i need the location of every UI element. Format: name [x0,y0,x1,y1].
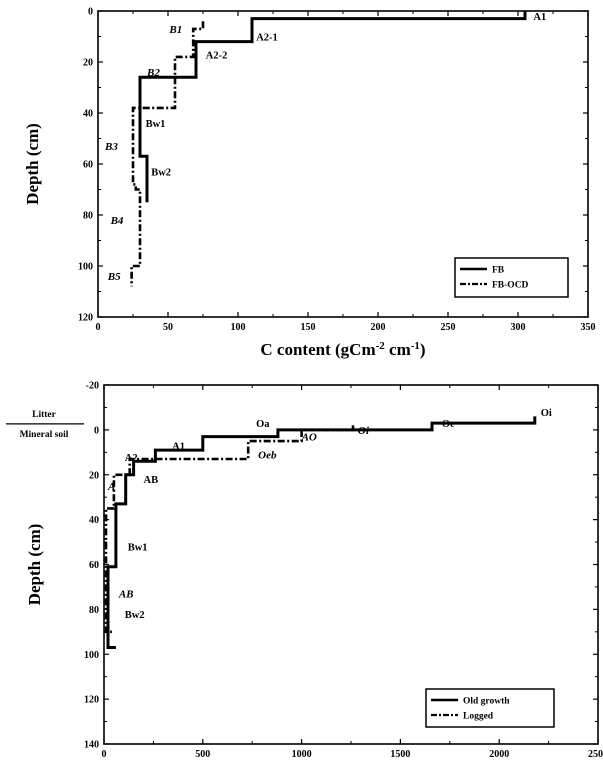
y-tick-label: 40 [89,515,99,526]
horizon-label: A [107,481,115,493]
x-axis-label-part: ) [420,340,426,359]
horizon-label: AB [144,475,159,486]
y-tick-label: -20 [86,381,99,392]
series-line-logged [104,425,355,634]
legend-entry: FB-OCD [492,281,529,291]
x-tick-label: 0 [96,322,101,333]
horizon-label: A1 [172,442,185,453]
y-tick-label: 140 [84,740,99,751]
y-tick-label: 40 [83,109,93,120]
mineral-soil-label: Mineral soil [20,430,69,440]
horizon-label: B5 [107,271,121,283]
horizon-label: B1 [168,24,182,36]
horizon-label: A1 [533,12,546,23]
y-tick-label: 20 [83,58,93,69]
x-axis-label-part: C content (gCm [260,340,375,359]
y-tick-label: 60 [83,160,93,171]
horizon-label: B4 [110,215,124,227]
horizon-label: A2 [125,453,138,464]
y-axis-label: Depth (cm) [23,123,42,205]
chart-panel-1: 0 50 100 150 200 250 300 350 0 20 40 60 80 100 120 C co… [23,7,596,360]
horizon-label: B2 [146,67,160,79]
y-tick-label: 60 [89,560,99,571]
legend-entry: Logged [463,712,494,722]
x-tick-label: 1000 [292,749,312,760]
x-axis-label: C content (gCm-2 cm-1) [260,340,425,359]
x-tick-label: 350 [581,322,596,333]
horizon-label: Bw1 [146,119,166,130]
chart-panel-2: 0 500 1000 1500 2000 2500 -20 0 20 40 60 80 100 120 14… [6,381,603,760]
x-tick-label: 250 [441,322,456,333]
legend-box [454,257,569,298]
series-line-old-growth [106,416,537,649]
horizon-label: Oe [442,419,455,430]
horizon-label: B3 [104,141,118,153]
y-tick-label: 20 [89,470,99,481]
x-tick-label: 500 [195,749,210,760]
legend: Old growth Logged [425,688,555,728]
x-tick-label: 2500 [588,749,603,760]
y-tick-label: 80 [83,211,93,222]
y-tick-label: 120 [84,695,99,706]
x-tick-label: 300 [511,322,526,333]
x-tick-label: 150 [301,322,316,333]
legend-entry: FB [492,266,505,276]
y-tick-label: 80 [89,605,99,616]
horizon-label: AB [118,589,134,601]
horizon-label: Oi [358,425,370,437]
y-tick-label: 0 [94,425,99,436]
horizon-label: Bw1 [128,543,148,554]
x-tick-label: 2000 [489,749,509,760]
horizon-label: Oa [256,419,270,430]
y-tick-label: 100 [84,650,99,661]
legend-entry: Old growth [463,697,510,707]
horizon-label: Oi [541,408,552,419]
horizon-label: Bw2 [151,168,171,179]
y-tick-label: 120 [78,313,93,324]
horizon-label: A2-1 [256,33,278,44]
series-line-fb [138,11,527,203]
series-line-fb-ocd [130,21,205,287]
y-axis-label: Depth (cm) [25,524,44,606]
x-axis-label-exponent: -1 [411,340,420,352]
x-tick-label: 50 [163,322,173,333]
x-tick-label: 1500 [390,749,410,760]
x-axis-label-part: cm [385,340,411,359]
horizon-label: Bw2 [125,610,145,621]
x-tick-label: 200 [371,322,386,333]
x-tick-label: 0 [102,749,107,760]
horizon-label: AO [301,432,317,444]
x-axis-label-exponent: -2 [376,340,386,352]
y-tick-label: 0 [88,7,93,18]
legend-box [425,688,555,728]
y-tick-label: 100 [78,262,93,273]
horizon-label: A2-2 [206,50,228,61]
horizon-label: Oeb [258,450,277,462]
litter-label: Litter [32,410,57,420]
x-tick-label: 100 [231,322,246,333]
legend: FB FB-OCD [454,257,569,298]
